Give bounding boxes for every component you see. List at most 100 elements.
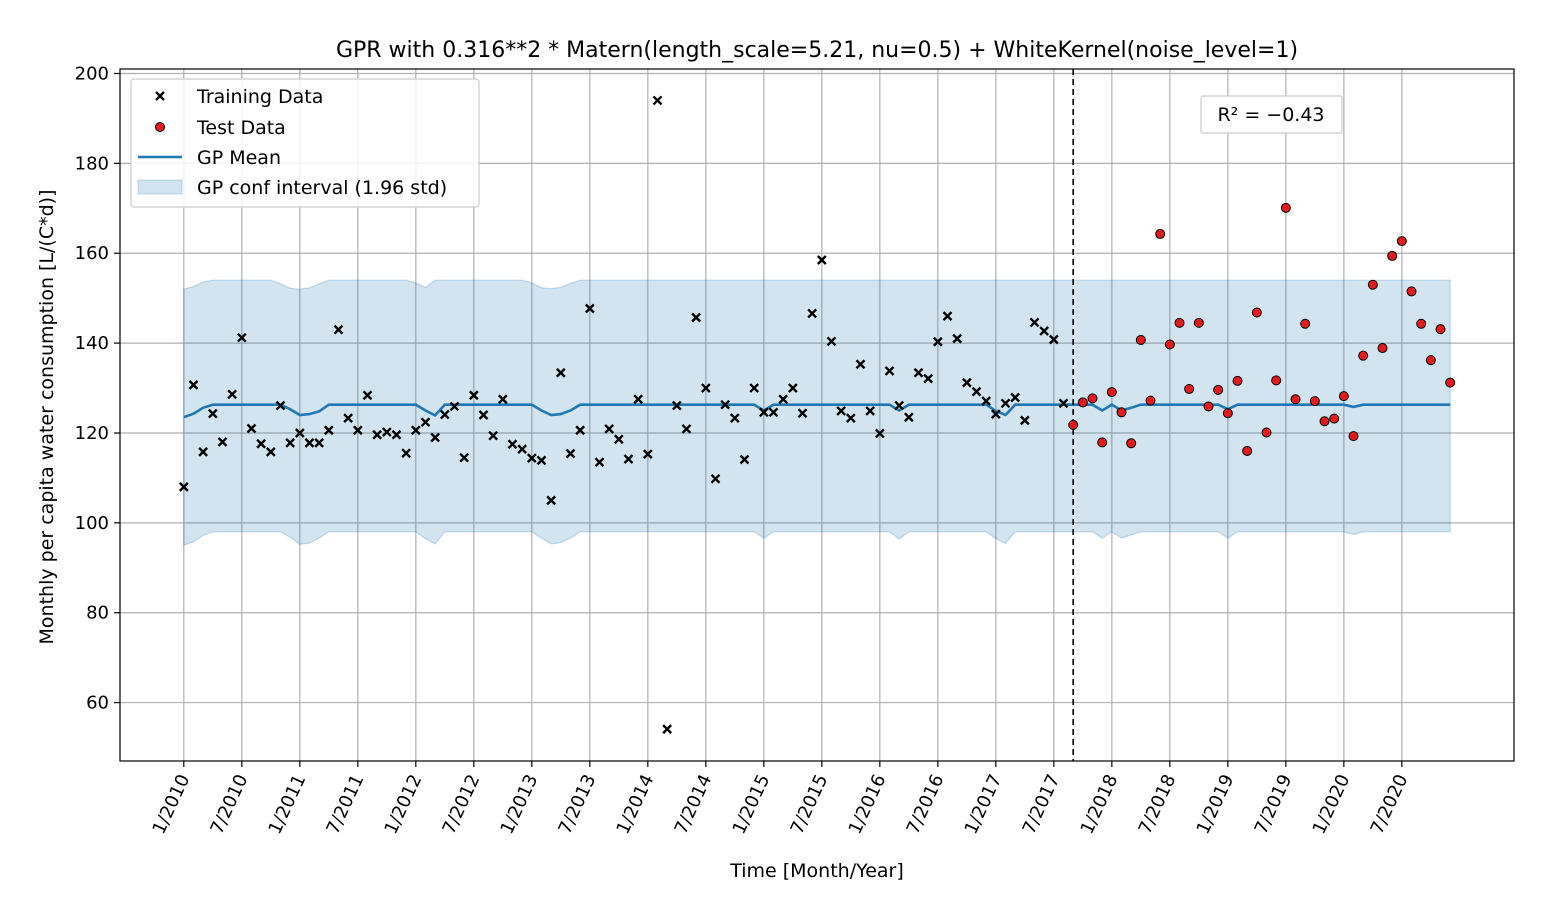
training-point <box>990 409 1001 419</box>
y-tick-label: 180 <box>75 153 109 174</box>
training-point <box>285 438 295 448</box>
training-point <box>372 429 382 440</box>
training-point <box>1048 334 1059 345</box>
training-point <box>652 95 663 106</box>
training-point <box>981 396 992 406</box>
training-point <box>478 410 489 420</box>
legend-mean-label: GP Mean <box>197 147 281 169</box>
legend-test-marker <box>155 122 165 132</box>
training-point <box>236 332 247 343</box>
y-axis-label: Monthly per capita water consumption [L/… <box>36 190 58 645</box>
test-point <box>1077 397 1088 408</box>
test-point <box>1184 383 1195 394</box>
training-point <box>758 407 769 418</box>
training-point <box>923 373 934 384</box>
training-point <box>275 400 286 411</box>
training-point <box>227 389 237 400</box>
y-tick-label: 200 <box>75 63 109 84</box>
training-point <box>188 380 199 390</box>
training-point <box>729 413 740 423</box>
gp-mean-path <box>183 403 1451 419</box>
training-point <box>691 312 702 323</box>
test-point <box>1290 394 1301 405</box>
training-point <box>642 449 653 459</box>
training-point <box>459 452 469 463</box>
training-point <box>536 455 547 466</box>
test-point <box>1193 317 1204 328</box>
test-point <box>1387 250 1398 261</box>
legend-training-label: Training Data <box>196 86 323 108</box>
test-point <box>1232 375 1243 386</box>
training-point <box>913 367 924 378</box>
plot-frame <box>119 68 1515 762</box>
training-point <box>294 428 305 438</box>
training-point <box>304 438 315 448</box>
training-point <box>507 439 518 450</box>
test-point <box>1174 317 1185 328</box>
training-point <box>314 438 324 448</box>
training-point <box>420 417 431 428</box>
training-point <box>787 383 798 393</box>
training-point <box>952 333 963 344</box>
training-point <box>410 425 421 436</box>
training-point <box>932 336 943 347</box>
training-point <box>1058 398 1069 409</box>
training-point <box>352 425 363 436</box>
training-point <box>265 446 276 457</box>
test-point <box>1164 339 1175 350</box>
training-point <box>855 359 866 370</box>
training-point <box>555 367 566 378</box>
y-tick-label: 120 <box>75 423 109 444</box>
training-point <box>865 406 876 416</box>
training-point <box>942 311 953 321</box>
training-point <box>584 303 595 314</box>
training-point <box>207 408 218 419</box>
test-point <box>1396 236 1407 247</box>
test-point <box>1145 395 1156 406</box>
training-point <box>468 390 479 401</box>
test-point <box>1242 445 1253 456</box>
test-data-markers <box>1068 202 1456 456</box>
y-tick-label: 160 <box>75 243 109 264</box>
chart-title: GPR with 0.316**2 * Matern(length_scale=… <box>336 38 1298 63</box>
test-point <box>1155 228 1166 239</box>
training-point <box>710 473 721 484</box>
annotation-box <box>1200 95 1343 134</box>
training-point <box>1019 415 1030 426</box>
legend-band-label: GP conf interval (1.96 std) <box>197 177 447 199</box>
test-point <box>1300 318 1311 329</box>
training-point <box>517 444 528 454</box>
training-point <box>430 432 440 443</box>
legend-training-marker <box>155 91 165 101</box>
test-point <box>1406 286 1417 297</box>
test-point <box>1416 318 1427 329</box>
test-point <box>1261 427 1272 438</box>
training-point <box>768 407 779 418</box>
training-point <box>178 482 189 492</box>
test-point <box>1358 350 1369 361</box>
test-point <box>1377 343 1388 354</box>
test-point <box>1116 407 1127 418</box>
test-point <box>1251 307 1262 318</box>
training-point <box>1000 398 1011 409</box>
legend: Training Data Test Data GP Mean GP conf … <box>130 78 480 208</box>
training-point <box>826 336 837 347</box>
x-axis-label: Time [Month/Year] <box>729 860 904 882</box>
training-point <box>720 399 731 410</box>
training-data-markers <box>178 95 1069 734</box>
training-point <box>1039 326 1050 336</box>
training-point <box>256 438 266 449</box>
test-point <box>1135 334 1146 345</box>
y-tick-label: 80 <box>86 603 109 624</box>
training-point <box>623 454 634 464</box>
gp-confidence-band <box>183 279 1451 547</box>
test-point <box>1271 375 1282 386</box>
training-point <box>662 724 673 734</box>
training-point <box>778 394 789 405</box>
y-tick-label: 140 <box>75 333 109 354</box>
test-point <box>1319 416 1330 427</box>
test-point <box>1309 396 1320 407</box>
r-squared-annotation: R² = −0.43 <box>1200 95 1343 134</box>
test-point <box>1097 437 1108 448</box>
